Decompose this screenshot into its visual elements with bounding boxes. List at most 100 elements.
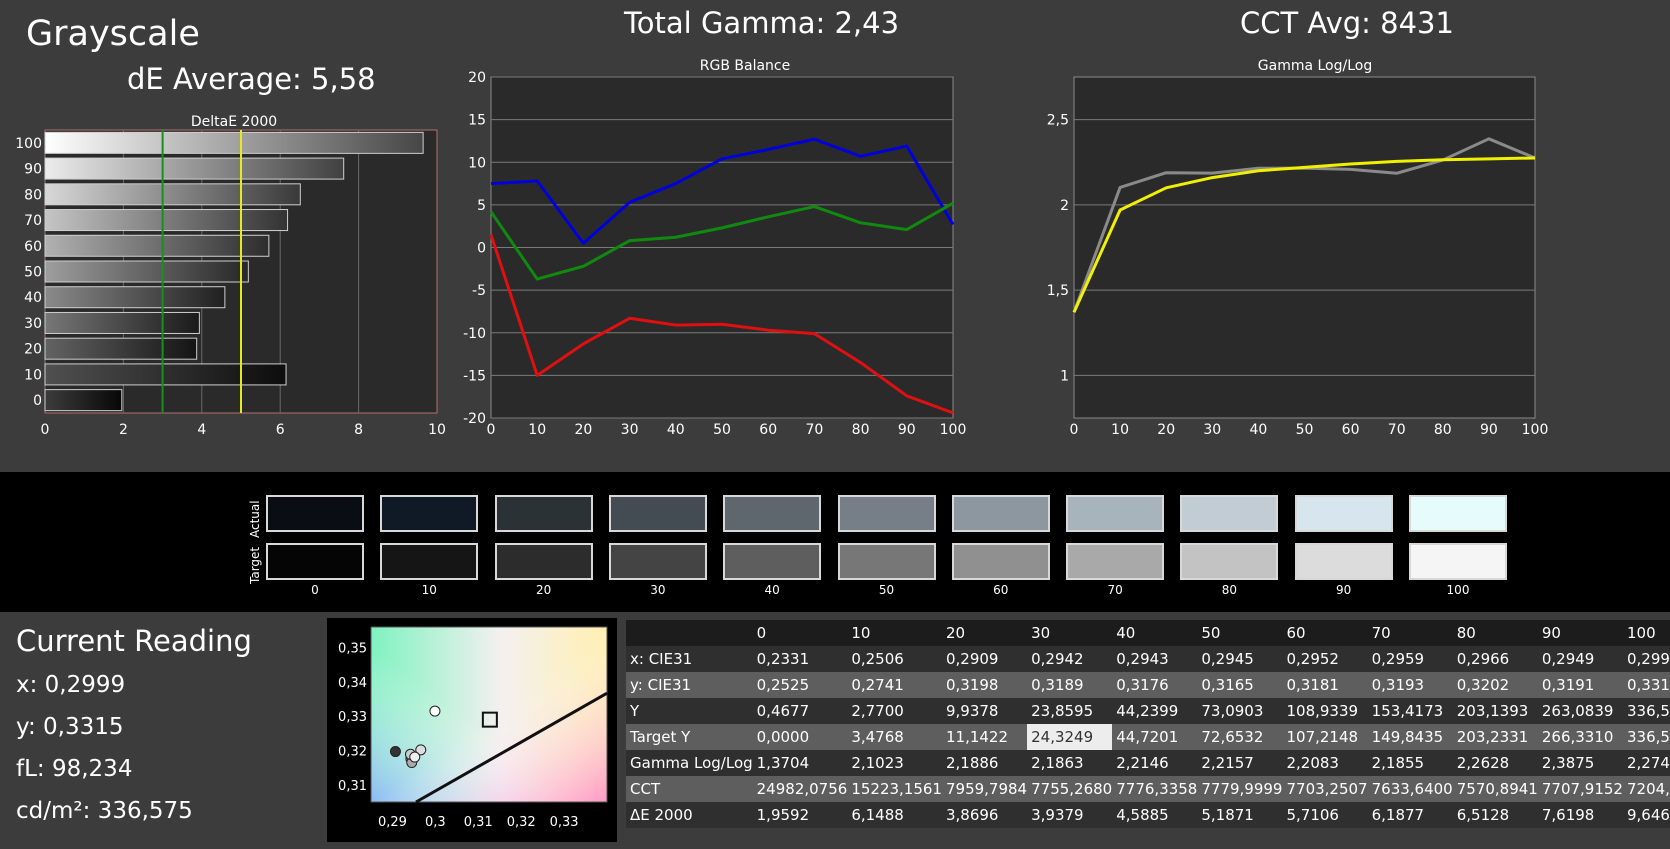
table-corner: [626, 620, 753, 646]
target-swatch: [494, 543, 593, 580]
planckian-locus-line: [415, 691, 608, 804]
deltae-bar: [44, 311, 200, 334]
table-column-header: 60: [1282, 620, 1368, 646]
deltae-category-label: 90: [24, 162, 42, 178]
deltae-category-label: 30: [24, 316, 42, 332]
rgb-x-tick: 70: [805, 422, 823, 438]
cie-target-marker: [481, 711, 498, 728]
rgb-series-line: [489, 234, 954, 415]
table-cell: 2,2083: [1282, 750, 1368, 776]
gamma-x-tick: 30: [1203, 422, 1221, 438]
actual-swatch: [1066, 495, 1165, 532]
gamma-x-tick: 80: [1434, 422, 1452, 438]
table-cell: 7,6198: [1537, 802, 1623, 828]
table-row: y: CIE31 0,2525 0,2741 0,3198 0,3189 0,3176 0,…: [626, 672, 1670, 698]
target-swatch: [608, 543, 707, 580]
deltae-bar: [44, 389, 123, 412]
deltae-category-label: 70: [24, 213, 42, 229]
cie-y-tick: 0,33: [338, 710, 367, 725]
table-cell: 0,3165: [1197, 672, 1283, 698]
actual-swatch: [1409, 495, 1507, 532]
table-row: x: CIE31 0,2331 0,2506 0,2909 0,2942 0,2943 0,…: [626, 646, 1670, 672]
table-column-header: 10: [847, 620, 942, 646]
deltae-category-label: 100: [15, 136, 42, 152]
actual-swatch: [837, 495, 936, 532]
cie-x-tick: 0,29: [378, 815, 407, 830]
target-swatch: [380, 543, 479, 580]
table-cell: 7755,2680: [1027, 776, 1113, 802]
rgb-x-tick: 40: [667, 422, 685, 438]
cie-x-tick: 0,31: [464, 815, 493, 830]
table-row-label: x: CIE31: [626, 646, 753, 672]
table-cell: 2,1886: [941, 750, 1028, 776]
deltae-bar: [44, 260, 249, 283]
deltae-x-tick: 6: [276, 422, 285, 438]
table-cell: 0,2945: [1197, 646, 1283, 672]
table-column-header: 50: [1197, 620, 1283, 646]
deltae-bar: [44, 234, 270, 257]
table-cell: 11,1422: [941, 724, 1028, 750]
actual-swatch: [1294, 495, 1393, 532]
gamma-x-tick: 70: [1388, 422, 1406, 438]
rgb-x-tick: 20: [574, 422, 592, 438]
swatch-level-label: 80: [1221, 583, 1238, 597]
rgb-x-tick: 80: [852, 422, 870, 438]
table-column-header: 80: [1452, 620, 1538, 646]
rgb-y-tick: 15: [468, 113, 486, 129]
reading-x: x: 0,2999: [16, 672, 126, 698]
table-cell: 7959,7984: [941, 776, 1028, 802]
table-column-header: 40: [1112, 620, 1198, 646]
table-cell: 107,2148: [1282, 724, 1368, 750]
table-cell: 0,2952: [1282, 646, 1368, 672]
table-cell: 2,1863: [1027, 750, 1113, 776]
de-average: dE Average: 5,58: [127, 62, 376, 96]
deltae-category-label: 0: [33, 393, 42, 409]
target-swatch: [1294, 543, 1393, 580]
rgb-x-tick: 90: [898, 422, 916, 438]
gamma-series-line: [1072, 156, 1536, 313]
swatch-level-label: 100: [1446, 583, 1470, 597]
table-cell: 0,2942: [1027, 646, 1113, 672]
swatch-level-label: 40: [764, 583, 780, 597]
cie-x-tick: 0,32: [507, 815, 536, 830]
table-cell: 203,2331: [1452, 724, 1538, 750]
table-cell: 2,1023: [847, 750, 942, 776]
current-reading-title: Current Reading: [16, 624, 252, 658]
deltae-bar: [44, 131, 424, 154]
deltae-bar: [44, 209, 289, 232]
table-column-header: 0: [752, 620, 848, 646]
table-cell: 9,9378: [941, 698, 1028, 724]
cie-y-tick: 0,32: [338, 745, 367, 760]
table-cell: 0,3202: [1452, 672, 1538, 698]
deltae-x-tick: 4: [197, 422, 206, 438]
deltae-category-label: 10: [24, 367, 42, 383]
gamma-chart: 2,521,510 10 20 30 40 50 60 70 80 90 100: [1047, 76, 1548, 438]
table-column-header: 20: [941, 620, 1028, 646]
table-cell: 1,3704: [752, 750, 848, 776]
deltae-bar: [44, 363, 287, 386]
gamma-x-tick: 20: [1157, 422, 1175, 438]
table-cell: 73,0903: [1197, 698, 1283, 724]
table-cell: 6,1488: [847, 802, 942, 828]
deltae-chart-title: DeltaE 2000: [190, 114, 278, 130]
table-cell: 0,3193: [1367, 672, 1453, 698]
gamma-x-tick: 0: [1070, 422, 1079, 438]
target-swatch: [266, 543, 364, 580]
table-cell: 0,3189: [1027, 672, 1113, 698]
table-cell: 0,2331: [752, 646, 848, 672]
gamma-x-tick: 50: [1296, 422, 1314, 438]
table-cell: 0,0000: [752, 724, 848, 750]
rgb-series-line: [490, 137, 955, 245]
target-swatch: [1066, 543, 1165, 580]
table-cell: 0,3198: [941, 672, 1028, 698]
reading-fl: fL: 98,234: [16, 756, 133, 782]
deltae-bar: [44, 157, 345, 180]
table-cell: 2,1855: [1367, 750, 1453, 776]
actual-swatch: [951, 495, 1050, 532]
table-cell: 3,4768: [847, 724, 942, 750]
rgb-x-tick: 60: [759, 422, 777, 438]
gamma-y-tick: 1: [1060, 368, 1069, 384]
target-swatch: [1409, 543, 1507, 580]
table-cell: 6,1877: [1367, 802, 1453, 828]
